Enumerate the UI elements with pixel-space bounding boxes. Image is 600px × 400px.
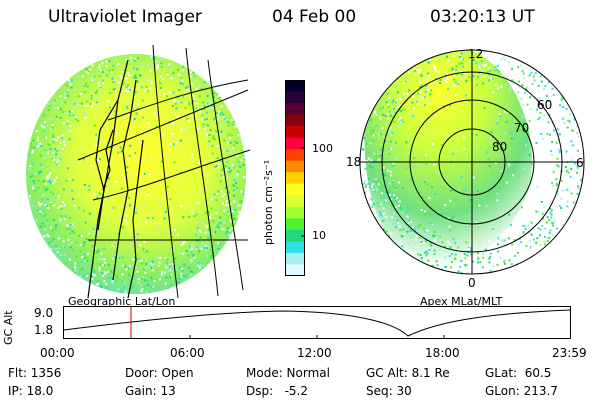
- y-tick-1-8: 1.8: [34, 323, 54, 337]
- glat-value: GLat: 60.5: [485, 366, 552, 380]
- ip-value: IP: 18.0: [8, 384, 54, 398]
- mode-value: Mode: Normal: [246, 366, 330, 380]
- gc-alt-value: GC Alt: 8.1 Re: [366, 366, 450, 380]
- x-tick-1200: 12:00: [297, 346, 332, 360]
- mlt-label-18: 18: [346, 155, 362, 169]
- polar-grid: [359, 49, 585, 275]
- colorbar: [285, 80, 305, 276]
- altitude-strip: [63, 306, 571, 339]
- mlt-label-12: 12: [468, 47, 484, 61]
- left-panel-caption: Geographic Lat/Lon: [68, 295, 176, 308]
- lat-label-70: 70: [514, 121, 530, 135]
- lat-label-60: 60: [537, 98, 553, 112]
- colorbar-unit-label: photon cm⁻²s⁻¹: [262, 159, 275, 245]
- mlt-label-6: 6: [576, 156, 584, 170]
- lat-label-80: 80: [492, 140, 508, 154]
- x-tick-0600: 06:00: [170, 346, 205, 360]
- y-tick-9: 9.0: [34, 306, 54, 320]
- colorbar-tick-100: 100: [312, 142, 333, 155]
- glon-value: GLon: 213.7: [485, 384, 558, 398]
- imager-title: Ultraviolet Imager: [48, 7, 202, 27]
- mlt-label-0: 0: [468, 276, 476, 290]
- gain-value: Gain: 13: [125, 384, 176, 398]
- door-value: Door: Open: [125, 366, 194, 380]
- colorbar-tick-10: 10: [312, 229, 326, 242]
- date-label: 04 Feb 00: [272, 7, 357, 27]
- x-tick-2359: 23:59: [552, 346, 587, 360]
- time-label: 03:20:13 UT: [430, 7, 535, 27]
- x-tick-1800: 18:00: [425, 346, 460, 360]
- right-panel-caption: Apex MLat/MLT: [420, 295, 503, 308]
- seq-value: Seq: 30: [366, 384, 412, 398]
- flt-value: Flt: 1356: [8, 366, 62, 380]
- dsp-value: Dsp: -5.2: [246, 384, 309, 398]
- x-tick-0000: 00:00: [40, 346, 75, 360]
- coastline: [87, 59, 144, 298]
- gc-alt-label: GC Alt: [2, 310, 15, 345]
- geographic-image: [26, 44, 251, 298]
- polar-plot: [359, 49, 585, 275]
